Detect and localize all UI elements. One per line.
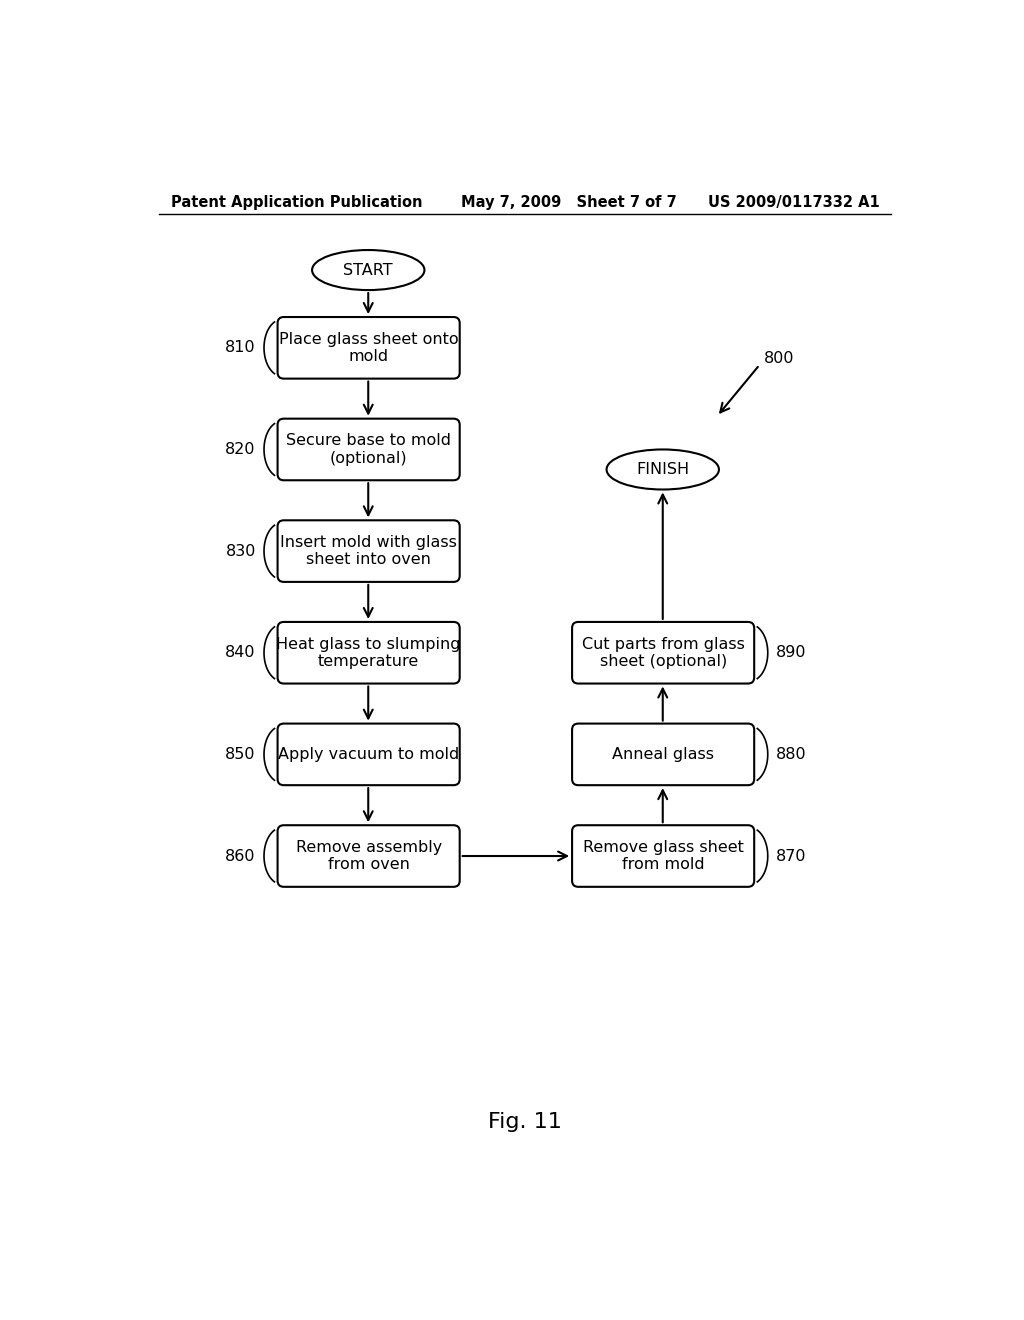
Text: FINISH: FINISH: [636, 462, 689, 477]
Text: 840: 840: [225, 645, 256, 660]
Text: 860: 860: [225, 849, 256, 863]
Text: Cut parts from glass
sheet (optional): Cut parts from glass sheet (optional): [582, 636, 744, 669]
Text: 850: 850: [225, 747, 256, 762]
Text: Remove assembly
from oven: Remove assembly from oven: [296, 840, 441, 873]
FancyBboxPatch shape: [278, 723, 460, 785]
Text: Secure base to mold
(optional): Secure base to mold (optional): [286, 433, 452, 466]
Text: 880: 880: [776, 747, 807, 762]
Ellipse shape: [606, 449, 719, 490]
Text: Remove glass sheet
from mold: Remove glass sheet from mold: [583, 840, 743, 873]
Text: Insert mold with glass
sheet into oven: Insert mold with glass sheet into oven: [281, 535, 457, 568]
Text: Patent Application Publication: Patent Application Publication: [171, 195, 422, 210]
Text: 800: 800: [764, 351, 794, 366]
FancyBboxPatch shape: [572, 723, 755, 785]
Text: US 2009/0117332 A1: US 2009/0117332 A1: [708, 195, 880, 210]
Ellipse shape: [312, 249, 424, 290]
Text: 820: 820: [225, 442, 256, 457]
Text: Fig. 11: Fig. 11: [487, 1113, 562, 1133]
Text: 890: 890: [776, 645, 807, 660]
FancyBboxPatch shape: [278, 418, 460, 480]
Text: Heat glass to slumping
temperature: Heat glass to slumping temperature: [276, 636, 461, 669]
Text: 810: 810: [225, 341, 256, 355]
Text: START: START: [343, 263, 393, 277]
Text: Anneal glass: Anneal glass: [612, 747, 714, 762]
Text: May 7, 2009   Sheet 7 of 7: May 7, 2009 Sheet 7 of 7: [461, 195, 677, 210]
Text: 870: 870: [776, 849, 807, 863]
Text: Place glass sheet onto
mold: Place glass sheet onto mold: [279, 331, 459, 364]
FancyBboxPatch shape: [278, 622, 460, 684]
FancyBboxPatch shape: [278, 520, 460, 582]
Text: Apply vacuum to mold: Apply vacuum to mold: [278, 747, 459, 762]
Text: 830: 830: [225, 544, 256, 558]
FancyBboxPatch shape: [278, 825, 460, 887]
FancyBboxPatch shape: [572, 622, 755, 684]
FancyBboxPatch shape: [572, 825, 755, 887]
FancyBboxPatch shape: [278, 317, 460, 379]
